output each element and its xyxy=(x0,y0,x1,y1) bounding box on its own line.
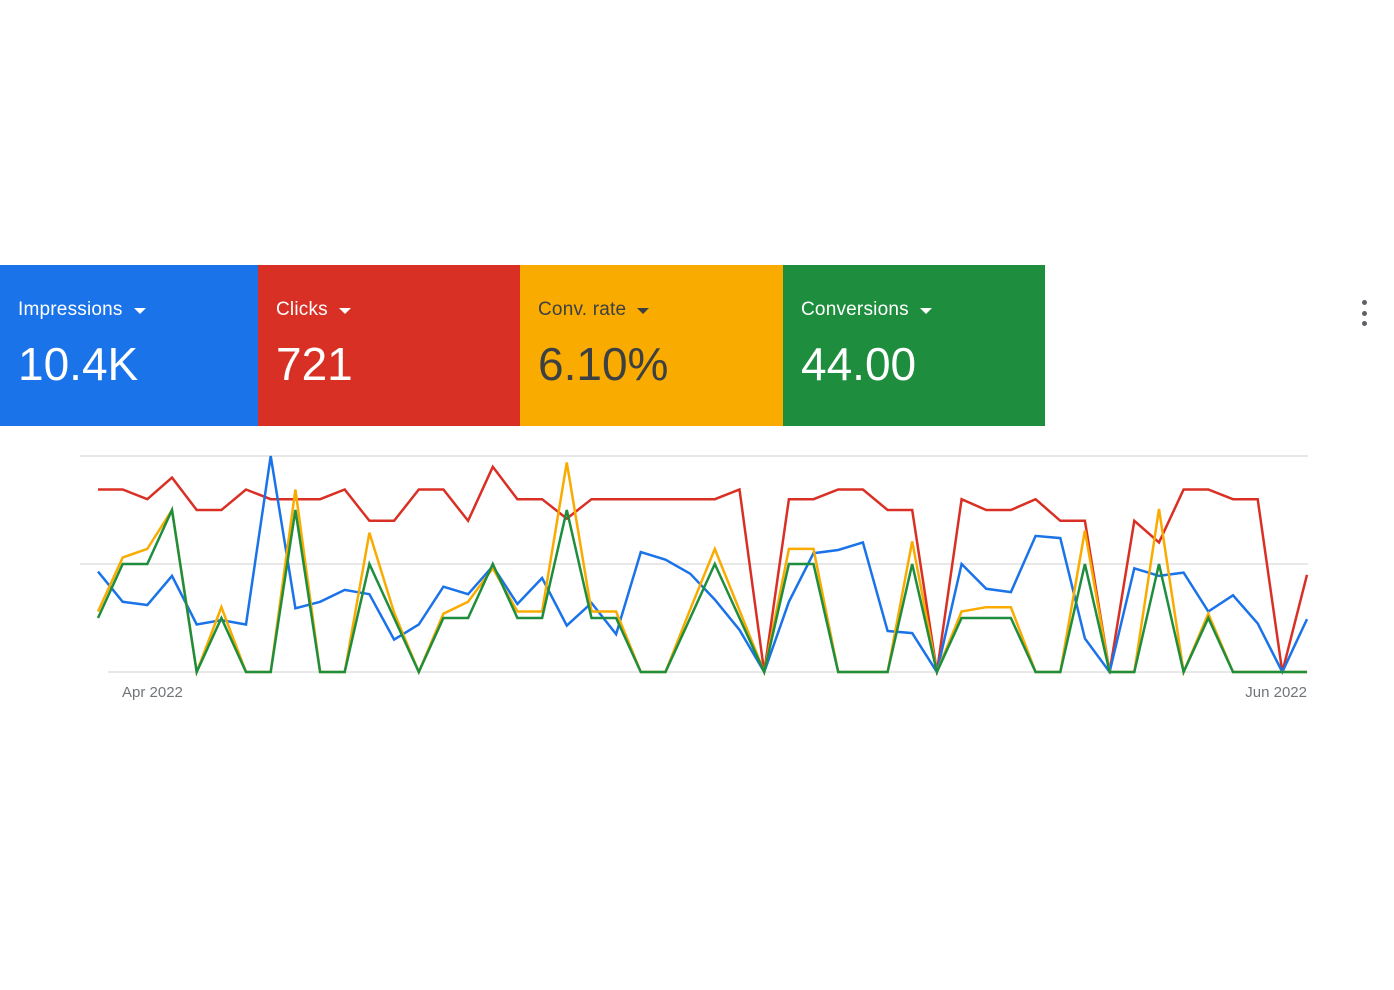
more-vert-icon[interactable] xyxy=(1354,300,1374,326)
scorecards: Impressions 10.4K Clicks 721 Conv. rate … xyxy=(0,265,1045,426)
scorecard-value: 6.10% xyxy=(538,338,669,390)
series-line-impressions xyxy=(97,455,1309,676)
scorecard-label[interactable]: Conv. rate xyxy=(538,299,650,321)
dropdown-caret-icon xyxy=(338,308,351,314)
x-tick-label: Jun 2022 xyxy=(1245,684,1307,701)
series-line-conversions xyxy=(96,505,1307,677)
scorecard-value: 721 xyxy=(276,338,353,390)
dropdown-caret-icon xyxy=(133,308,146,314)
scorecard-value: 44.00 xyxy=(801,338,917,390)
dropdown-caret-icon xyxy=(637,308,650,314)
scorecard-label[interactable]: Conversions xyxy=(801,299,932,321)
scorecard-conversions[interactable]: Conversions 44.00 xyxy=(783,265,1045,426)
dropdown-caret-icon xyxy=(919,308,932,314)
x-tick-label: Apr 2022 xyxy=(122,684,183,701)
scorecard-value: 10.4K xyxy=(18,338,139,390)
series-line-clicks xyxy=(98,464,1309,673)
scorecard-label[interactable]: Clicks xyxy=(276,299,351,321)
scorecard-label[interactable]: Impressions xyxy=(18,299,146,321)
scorecard-impressions[interactable]: Impressions 10.4K xyxy=(0,265,258,426)
scorecard-clicks[interactable]: Clicks 721 xyxy=(258,265,520,426)
scorecard-conv-rate[interactable]: Conv. rate 6.10% xyxy=(520,265,783,426)
